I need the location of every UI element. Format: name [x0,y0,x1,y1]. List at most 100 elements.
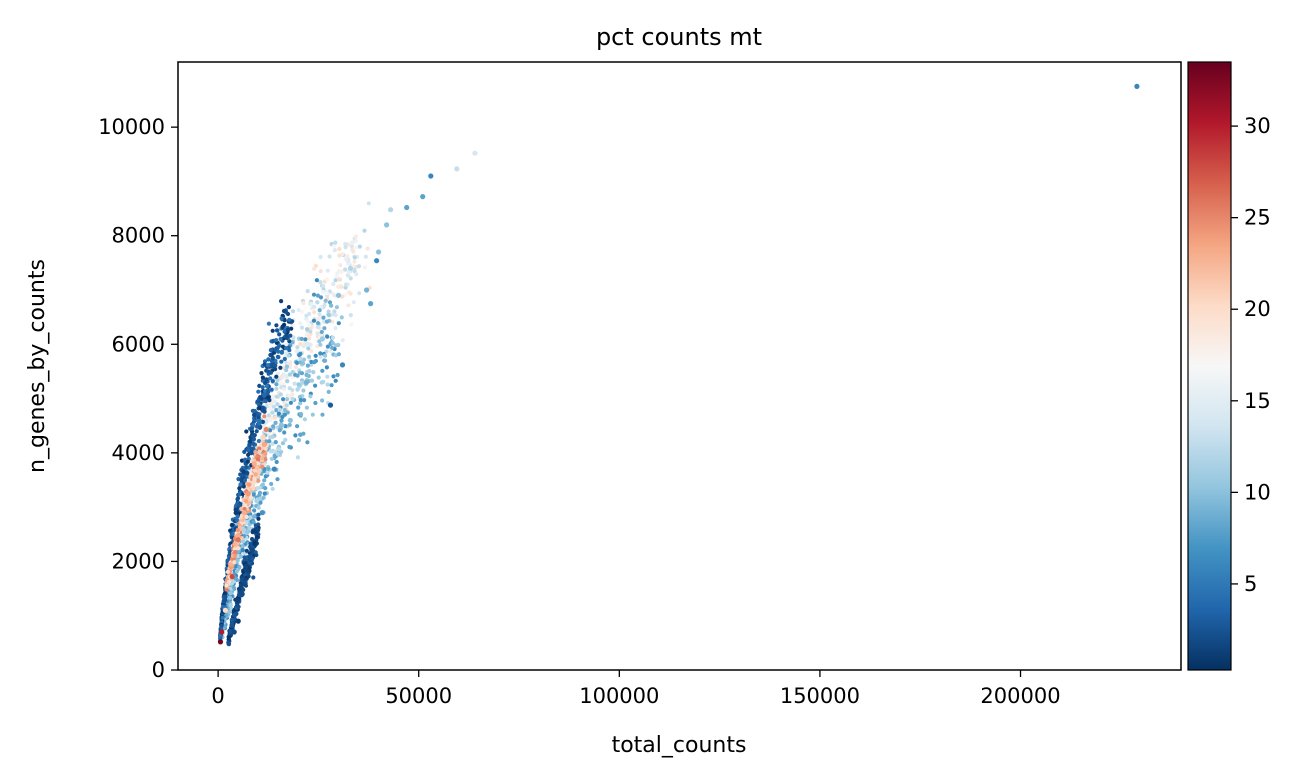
data-point [248,515,253,520]
data-point [240,544,245,549]
data-point [307,336,312,341]
data-point [309,348,314,354]
data-point [256,421,262,426]
data-point [295,345,300,350]
data-point [238,482,243,487]
data-point [275,371,281,376]
data-point [264,384,269,389]
data-point [233,553,238,558]
data-point [270,486,275,491]
data-point [315,300,320,305]
data-point [301,431,306,436]
data-point [338,263,343,268]
data-point [331,374,336,379]
data-point [374,258,380,264]
data-point [260,375,265,380]
data-point [299,325,305,330]
data-point [257,490,263,495]
data-point [220,615,225,620]
data-point [262,392,267,398]
data-point [428,173,434,179]
data-point [290,309,296,314]
data-point [246,452,251,457]
data-point [302,398,307,403]
data-point [454,166,460,172]
data-point [252,478,257,483]
data-point [310,412,315,417]
data-point [256,438,261,444]
data-point [259,396,264,401]
data-point [248,554,253,559]
data-point [287,444,292,450]
data-point [250,529,255,535]
data-point [237,565,242,570]
data-point [420,194,426,200]
x-tick-label: 100000 [579,684,659,708]
data-point [249,451,254,456]
data-point [326,389,331,394]
data-point [321,283,326,288]
data-point [325,277,330,282]
data-point [242,506,247,512]
data-point [272,399,277,404]
data-point [318,254,323,260]
data-point [278,336,283,342]
data-point [281,397,286,402]
data-point [291,335,296,340]
data-point [228,595,233,601]
data-point [305,289,310,294]
data-point [252,412,257,417]
data-point [340,338,345,343]
data-point [253,523,258,528]
data-point [324,319,329,324]
data-point [349,322,354,327]
data-point [239,585,244,590]
data-point [263,389,268,394]
data-point [282,407,287,413]
data-point [274,374,279,379]
data-point [296,307,301,313]
data-point [324,290,329,296]
data-point [233,564,239,569]
data-point [266,321,271,326]
data-point [222,607,228,613]
data-point [256,512,261,517]
data-point [276,349,281,354]
data-point [288,365,293,370]
data-point [307,369,312,374]
data-point [228,603,233,608]
data-point [322,326,327,331]
colorbar-tick-label: 15 [1244,389,1271,413]
data-point [255,527,260,532]
data-point [362,265,368,270]
data-point [324,365,329,370]
data-point [354,272,359,277]
data-point [279,316,284,321]
data-point [315,344,320,349]
data-point [268,370,274,375]
data-point [268,401,274,406]
data-point [257,383,262,388]
x-tick-label: 0 [211,684,224,708]
data-point [277,332,282,337]
data-point [349,240,355,245]
data-point [312,266,317,271]
data-point [232,541,237,547]
data-point [233,549,238,555]
data-point [237,503,242,508]
data-point [261,434,266,439]
data-point [336,352,341,357]
colorbar-tick-label: 10 [1244,480,1271,504]
data-point [286,353,291,358]
data-point [275,477,280,482]
data-point [235,496,241,501]
data-point [259,371,264,376]
data-point [305,440,310,445]
data-point [246,448,251,453]
data-point [285,397,290,402]
data-point [252,433,257,438]
y-tick-label: 4000 [112,441,165,465]
data-point [317,308,322,313]
data-point [263,426,269,433]
